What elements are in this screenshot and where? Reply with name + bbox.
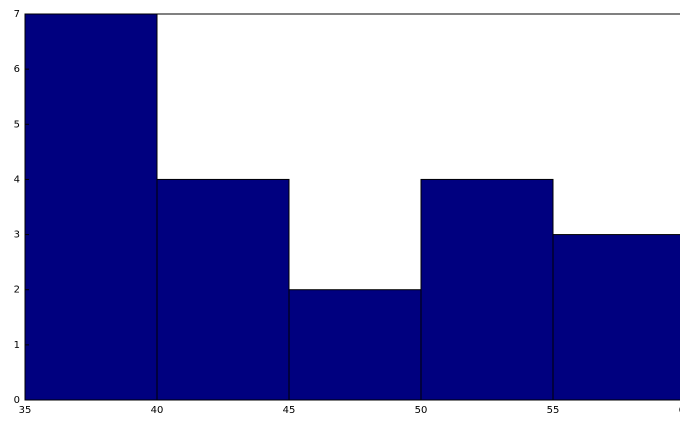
x-tick-label: 50 [415, 405, 428, 416]
bar [420, 178, 554, 401]
x-tick-label: 45 [283, 405, 296, 416]
x-tick-label: 40 [151, 405, 164, 416]
y-tick-label: 4 [14, 174, 20, 185]
y-tick-label: 5 [14, 119, 20, 130]
x-tick-label: 35 [19, 405, 32, 416]
y-tick-label: 7 [14, 9, 20, 20]
y-tick-label: 1 [14, 340, 20, 351]
y-tick-label: 3 [14, 230, 20, 241]
bar [156, 178, 290, 401]
x-tick-label: 60 [679, 405, 680, 416]
bar [552, 234, 680, 401]
bar [24, 13, 158, 401]
y-tick-label: 0 [14, 395, 20, 406]
x-tick-label: 55 [547, 405, 560, 416]
y-tick-label: 2 [14, 285, 20, 296]
y-tick-label: 6 [14, 64, 20, 75]
bar [288, 289, 422, 401]
